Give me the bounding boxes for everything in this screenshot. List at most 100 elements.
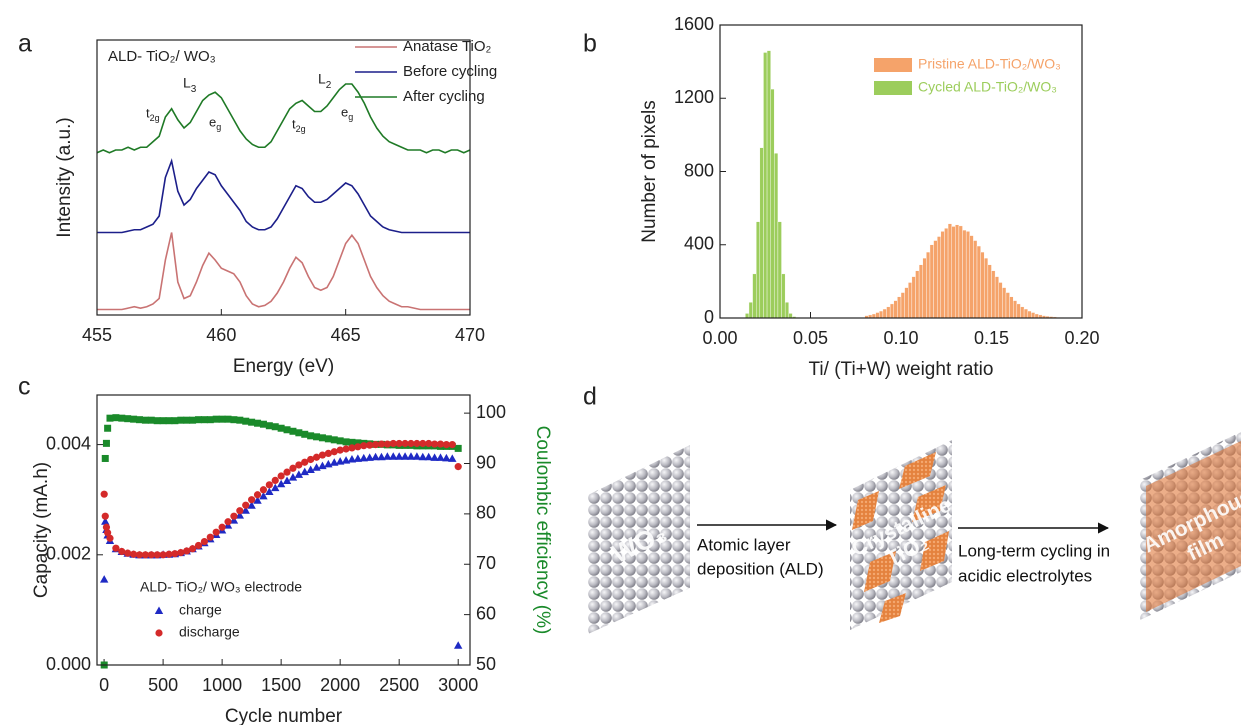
y2-tick-label: 60 [476, 603, 496, 623]
square-marker [124, 415, 132, 423]
circle-marker [401, 439, 409, 448]
circle-marker [206, 533, 214, 541]
annotation-subscript: 2g [150, 113, 160, 123]
circle-marker [330, 448, 338, 456]
circle-marker [360, 442, 368, 450]
histogram-bar [900, 292, 905, 319]
histogram-bar [951, 226, 956, 319]
histogram-bar [1023, 308, 1028, 319]
x-tick-label: 465 [331, 325, 361, 345]
square-marker [171, 417, 179, 425]
histogram-bar [962, 229, 967, 319]
circle-marker [301, 458, 309, 466]
histogram-bar [904, 287, 909, 319]
triangle-marker [276, 479, 286, 488]
y2-tick-label: 90 [476, 452, 496, 472]
schematic: d WO₃ Atomic layer deposition (ALD) Crys… [583, 383, 1241, 634]
histogram-bar [976, 245, 981, 319]
circle-marker [212, 528, 220, 536]
square-marker [271, 423, 279, 431]
square-marker [295, 429, 303, 437]
circle-marker [277, 472, 285, 480]
panel-letter: c [18, 373, 31, 401]
legend-label: discharge [179, 624, 240, 640]
circle-marker [454, 463, 462, 471]
circle-marker [389, 439, 397, 448]
circle-marker [271, 476, 279, 485]
annotation: t2g [292, 116, 306, 134]
square-marker [218, 415, 226, 423]
histogram-bar [889, 303, 894, 319]
triangle-marker [294, 470, 304, 478]
y2-axis-label: Coulombic efficiency (%) [532, 426, 553, 635]
tio2-crystals [852, 452, 949, 623]
histogram-bar [915, 270, 920, 319]
annotation-subscript: 2g [296, 124, 306, 134]
square-marker [354, 439, 362, 447]
square-marker [159, 417, 167, 425]
histogram-bar [777, 221, 782, 319]
triangle-marker [265, 487, 274, 495]
x-tick-label: 2000 [320, 675, 360, 695]
circle-marker [106, 534, 114, 542]
panel-letter: d [583, 383, 597, 411]
histogram-bar [774, 152, 779, 319]
annotation-subscript: g [216, 122, 221, 132]
square-marker [147, 416, 155, 424]
circle-marker [129, 550, 138, 558]
histogram-bar [893, 300, 898, 319]
circle-marker [171, 550, 179, 558]
circle-marker [430, 440, 439, 448]
triangle-marker [389, 452, 398, 460]
x-tick-label: 1000 [202, 675, 242, 695]
histogram-bar [1034, 313, 1039, 319]
square-marker [130, 415, 138, 423]
legend-title: ALD- TiO₂/ WO₃ electrode [140, 579, 302, 595]
square-marker [135, 416, 143, 424]
square-marker [318, 434, 326, 442]
circle-marker [265, 481, 273, 489]
histogram-bar [1005, 292, 1010, 319]
plot-frame [96, 394, 471, 666]
square-marker [248, 418, 256, 426]
y-tick-label: 0.002 [46, 544, 91, 564]
circle-marker [289, 464, 297, 472]
step-label: deposition (ALD) [697, 559, 824, 578]
step-label: acidic electrolytes [958, 566, 1092, 585]
histogram-bar [788, 313, 793, 319]
x-tick-label: 0.05 [793, 328, 828, 348]
triangle-marker [247, 501, 256, 509]
circle-marker [354, 443, 362, 451]
triangle-marker [424, 452, 433, 461]
triangle-marker [347, 454, 357, 463]
triangle-marker [442, 453, 451, 462]
histogram-bar [875, 312, 880, 319]
y-tick-label: 0.004 [46, 433, 91, 453]
circle-marker [318, 451, 327, 459]
histogram-bar [908, 282, 913, 319]
triangle-marker [154, 606, 164, 614]
square-marker [101, 454, 109, 462]
y-tick-label: 0 [704, 307, 714, 327]
x-tick-label: 0.15 [974, 328, 1009, 348]
histogram-bar [1016, 303, 1021, 319]
circle-marker [419, 439, 427, 448]
histogram-bar [933, 240, 938, 319]
triangle-marker [341, 456, 351, 464]
square-marker [336, 437, 344, 445]
x-tick-label: 0.20 [1064, 328, 1099, 348]
circle-marker [442, 440, 450, 449]
triangle-marker [101, 517, 110, 525]
triangle-marker [365, 453, 374, 461]
circle-marker [336, 446, 344, 454]
histogram-bar [922, 257, 927, 319]
x-tick-label: 455 [82, 325, 112, 345]
annotation-subscript: g [348, 112, 353, 122]
histogram-bar [882, 308, 887, 319]
circle-marker [124, 549, 132, 557]
circle-marker [165, 550, 173, 558]
triangle-marker [394, 452, 404, 460]
triangle-marker [418, 452, 427, 461]
